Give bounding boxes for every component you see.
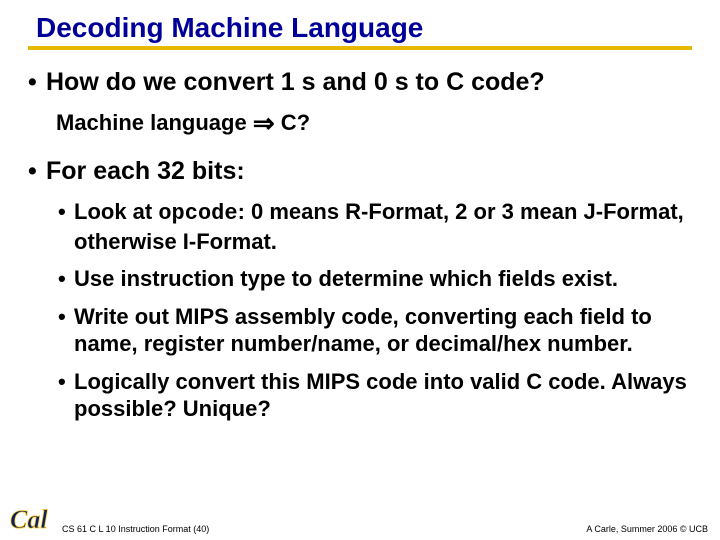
bullet-level2: • Write out MIPS assembly code, converti… — [58, 303, 692, 358]
bullet-text: How do we convert 1 s and 0 s to C code? — [46, 68, 545, 97]
footer: CS 61 C L 10 Instruction Format (40) A C… — [0, 524, 720, 534]
bullet-text: Logically convert this MIPS code into va… — [74, 368, 692, 423]
content-area: • How do we convert 1 s and 0 s to C cod… — [28, 68, 692, 423]
bullet-text: For each 32 bits: — [46, 157, 245, 186]
sub-suffix: C? — [275, 110, 310, 135]
bullet-dot: • — [28, 157, 46, 186]
arrow-icon: ⇒ — [253, 109, 275, 138]
bullet-text: Look at opcode: 0 means R-Format, 2 or 3… — [74, 198, 692, 255]
bullet-dot: • — [58, 368, 74, 423]
bullet-dot: • — [28, 68, 46, 97]
footer-left: CS 61 C L 10 Instruction Format (40) — [62, 524, 209, 534]
bullet-level2: • Logically convert this MIPS code into … — [58, 368, 692, 423]
bullet-level1: • How do we convert 1 s and 0 s to C cod… — [28, 68, 692, 97]
bullet-dot: • — [58, 265, 74, 293]
bullet-dot: • — [58, 303, 74, 358]
bullet-level1: • For each 32 bits: — [28, 157, 692, 186]
sub-line: Machine language ⇒ C? — [56, 109, 692, 139]
footer-right: A Carle, Summer 2006 © UCB — [586, 524, 708, 534]
bullet-level2: • Use instruction type to determine whic… — [58, 265, 692, 293]
bullet-level2: • Look at opcode: 0 means R-Format, 2 or… — [58, 198, 692, 255]
slide-title: Decoding Machine Language — [28, 12, 692, 50]
bullet-dot: • — [58, 198, 74, 255]
bullet-text: Use instruction type to determine which … — [74, 265, 618, 293]
code-word: opcode — [158, 201, 237, 226]
bullet-text: Write out MIPS assembly code, converting… — [74, 303, 692, 358]
sub-prefix: Machine language — [56, 110, 253, 135]
